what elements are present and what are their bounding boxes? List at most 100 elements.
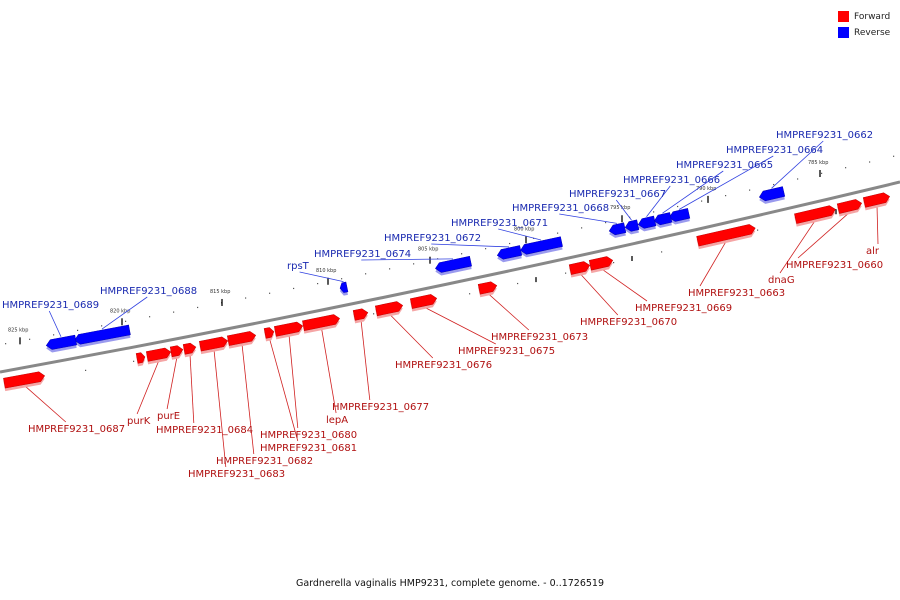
forward-leader-line [601,268,648,302]
genome-backbone [0,180,900,374]
reverse-leader-line [498,228,542,241]
scale-dot-lower [613,262,615,264]
scale-layer: 785 kbp 790 kbp 795 kbp 800 kbp 805 kbp 810 k… [5,155,895,380]
legend-label-forward: Forward [854,11,891,22]
forward-gene-11 [302,314,340,334]
reverse-gene-12 [45,334,77,353]
forward-gene-2 [836,199,863,217]
forward-gene-label: HMPREF9231_0669 [635,303,732,314]
scale-dot [29,338,31,340]
scale-dot [461,253,463,255]
reverse-leader-line [431,243,510,248]
forward-leader-line [189,354,195,424]
forward-gene-label: HMPREF9231_0660 [786,260,883,271]
scale-dot [5,343,7,345]
reverse-leader-line [662,170,724,214]
reverse-gene-label: HMPREF9231_0668 [512,203,609,214]
scale-dot [581,227,583,229]
scale-dot [485,248,487,250]
scale-dot [605,222,607,224]
reverse-leader-line [101,296,148,330]
scale-dot [749,189,751,191]
reverse-gene-label: rpsT [287,261,310,272]
forward-gene-label: HMPREF9231_0680 [260,430,357,441]
scale-dot [677,205,679,208]
scale-dot [845,167,847,169]
forward-gene-5 [588,256,614,274]
forward-leader-line [423,306,496,345]
forward-gene-3 [794,205,836,227]
reverse-gene-6 [608,222,627,238]
forward-leader-line [779,219,816,274]
scale-label: 800 kbp [514,226,534,232]
scale-dot [341,278,343,280]
scale-dot [149,316,151,318]
forward-swatch [838,11,849,22]
scale-dot [557,232,559,234]
scale-dot [245,297,247,299]
reverse-gene-label: HMPREF9231_0674 [314,249,411,260]
forward-gene-label: lepA [326,415,348,426]
scale-dot-lower [565,272,567,274]
scale-dot [821,172,823,174]
scale-label: 810 kbp [316,268,336,274]
reverse-gene-label: HMPREF9231_0671 [451,218,548,229]
leader-layer [24,140,879,468]
forward-leader-line [487,293,530,331]
scale-dot [197,306,199,309]
forward-gene-label: HMPREF9231_0681 [260,443,357,454]
legend-label-reverse: Reverse [854,27,891,38]
scale-dot-lower [85,369,87,371]
gene-layer [3,186,890,392]
scale-dot [173,311,175,313]
scale-dot-lower [661,251,663,253]
forward-gene-label: HMPREF9231_0673 [491,332,588,343]
forward-leader-line [360,319,371,401]
forward-leader-line [213,349,227,468]
scale-dot [269,292,271,294]
scale-dot [293,287,295,290]
reverse-leader-line [48,310,62,337]
genome-caption: Gardnerella vaginalis HMP9231, complete … [295,578,605,589]
forward-gene-8 [409,294,438,312]
reverse-leader-line [361,258,454,261]
reverse-leader-line [678,155,774,210]
forward-gene-label: HMPREF9231_0677 [332,402,429,413]
forward-gene-label: HMPREF9231_0682 [216,456,313,467]
reverse-gene-label: HMPREF9231_0672 [384,233,481,244]
forward-gene-19 [3,371,46,392]
scale-label: 820 kbp [110,308,130,314]
scale-label: 805 kbp [418,247,438,253]
reverse-gene-2 [668,208,691,225]
forward-gene-label: HMPREF9231_0684 [156,425,253,436]
forward-gene-label: HMPREF9231_0683 [188,469,285,480]
scale-dot [53,334,55,336]
forward-gene-label: HMPREF9231_0675 [458,346,555,357]
forward-gene-label: HMPREF9231_0676 [395,360,492,371]
reverse-gene-1 [758,186,786,204]
scale-dot-lower [757,229,759,231]
scale-dot-lower [133,360,135,362]
scale-dot [653,211,655,213]
forward-leader-line [136,360,160,415]
forward-gene-7 [477,281,498,298]
forward-leader-line [269,338,299,442]
scale-dot [701,200,703,202]
scale-label: 785 kbp [808,160,828,166]
reverse-leader-line [615,199,632,221]
scale-dot [389,268,391,270]
scale-dot [773,183,775,186]
scale-dot [125,320,127,322]
forward-gene-label: alr [866,246,880,257]
forward-leader-line [288,334,299,429]
reverse-leader-line [559,213,618,224]
scale-label: 825 kbp [8,327,28,333]
reverse-gene-4 [637,215,657,232]
forward-gene-9 [374,301,404,319]
forward-leader-line [797,211,851,259]
reverse-gene-label: HMPREF9231_0667 [569,189,666,200]
scale-dot [509,242,511,245]
forward-gene-4 [696,224,756,250]
scale-dot [893,155,895,157]
